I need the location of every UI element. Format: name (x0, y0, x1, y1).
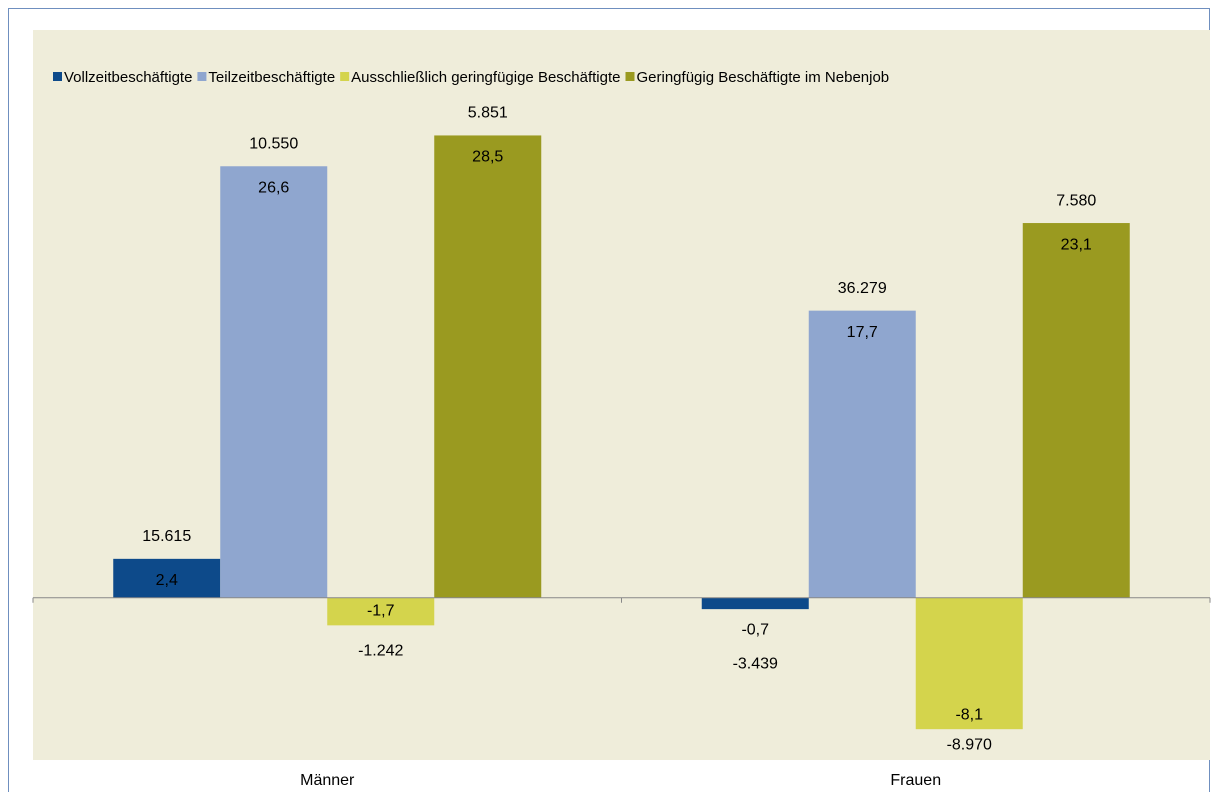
count-label: 10.550 (249, 135, 298, 152)
value-label: 26,6 (258, 179, 289, 196)
legend-swatch (340, 72, 350, 81)
value-label: -0,7 (741, 621, 769, 638)
count-label: -1.242 (358, 643, 403, 660)
x-tick-label: Männer (300, 772, 355, 789)
count-label: 7.580 (1056, 192, 1096, 209)
count-label: 36.279 (838, 280, 887, 297)
legend-label: Ausschließlich geringfügige Beschäftigte (351, 69, 620, 86)
bar (915, 597, 1023, 730)
legend-swatch (625, 72, 635, 81)
value-label: 2,4 (156, 572, 178, 589)
legend-swatch (197, 72, 207, 81)
bar (808, 310, 916, 598)
bar (1022, 223, 1130, 598)
legend-swatch (53, 72, 62, 81)
value-label: 23,1 (1061, 236, 1092, 253)
bar (220, 166, 328, 598)
bar (327, 597, 435, 626)
legend-label: Geringfügig Beschäftigte im Nebenjob (637, 69, 890, 86)
count-label: -3.439 (733, 655, 778, 672)
value-label: 17,7 (847, 324, 878, 341)
count-label: 5.851 (468, 105, 508, 122)
count-label: -8.970 (947, 736, 992, 753)
bar (434, 135, 542, 598)
bar (701, 597, 809, 610)
bar (113, 558, 221, 598)
legend-label: Teilzeitbeschäftigte (208, 69, 335, 86)
x-tick-label: Frauen (890, 772, 941, 789)
legend-label: Vollzeitbeschäftigte (64, 69, 192, 86)
value-label: 28,5 (472, 149, 503, 166)
value-label: -1,7 (367, 603, 395, 620)
value-label: -8,1 (955, 706, 983, 723)
count-label: 15.615 (142, 528, 191, 545)
